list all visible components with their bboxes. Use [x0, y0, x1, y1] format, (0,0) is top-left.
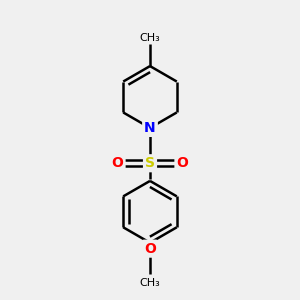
Text: CH₃: CH₃ [140, 32, 160, 43]
Text: S: S [145, 156, 155, 170]
Text: O: O [144, 242, 156, 256]
Text: CH₃: CH₃ [140, 278, 160, 288]
Text: O: O [112, 156, 124, 170]
Text: O: O [176, 156, 188, 170]
Text: N: N [144, 121, 156, 135]
